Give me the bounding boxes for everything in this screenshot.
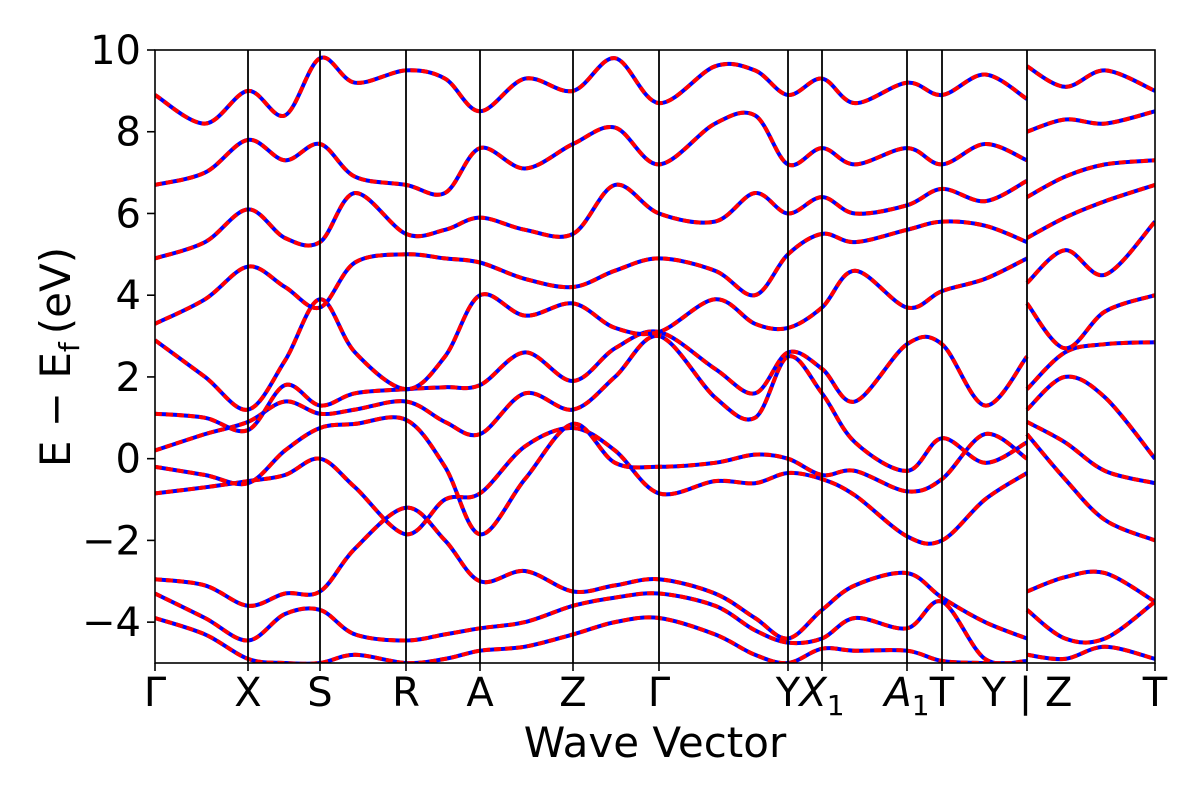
band-line-overlay-4: [155, 256, 1028, 412]
x-tick-label-12: T: [1142, 670, 1168, 716]
x-tick-label-10: T: [929, 670, 955, 716]
band-line-overlay-12: [1026, 569, 1155, 604]
y-axis-ticks: −4 −2 0 2 4 6 8 10: [82, 28, 155, 646]
x-tick-label-7: Y: [775, 670, 801, 716]
y-tick-label: −4: [82, 600, 141, 646]
band-line-overlay-24: [1025, 64, 1155, 93]
band-line-overlay-2: [155, 334, 1028, 473]
plot-area: [155, 50, 1155, 663]
x-tick-label-1: X: [234, 670, 261, 716]
x-tick-label-4: A: [466, 670, 494, 716]
y-axis-title-subscript: f: [53, 341, 86, 352]
band-line-overlay-6: [155, 179, 1028, 261]
y-tick-label: 10: [90, 28, 141, 74]
x-tick-label-5: Z: [559, 670, 586, 716]
y-tick-label: 8: [116, 110, 141, 156]
high-symmetry-lines: [247, 50, 1028, 663]
plot-frame: [154, 49, 1156, 664]
x-tick-label-3: R: [392, 670, 420, 716]
band-line-overlay-3: [155, 329, 1029, 434]
series-layer: [155, 55, 1155, 663]
x-tick-label-8: X1: [797, 670, 844, 722]
band-line-overlay-0: [155, 425, 1029, 546]
band-line-overlay-13: [1025, 600, 1155, 645]
band-line-overlay-10: [155, 591, 1028, 663]
y-axis-title-unit: (eV): [31, 247, 80, 334]
y-tick-label: 0: [116, 437, 141, 483]
band-line-overlay-7: [155, 110, 1028, 197]
y-axis-title-main: E − E: [31, 352, 80, 467]
band-line-overlay-22: [1026, 158, 1155, 199]
band-line-overlay-18: [1025, 340, 1155, 391]
band-line-overlay-14: [1026, 644, 1155, 662]
x-tick-label-2: S: [307, 670, 332, 716]
x-tick-label-9: A1: [881, 670, 929, 722]
band-line-overlay-9: [155, 505, 1028, 641]
y-tick-label: 2: [116, 355, 141, 401]
x-tick-label-11: Y | Z: [981, 670, 1073, 716]
x-axis-title: Wave Vector: [524, 718, 787, 767]
band-line-overlay-21: [1026, 182, 1155, 240]
band-line-overlay-23: [1026, 109, 1155, 134]
band-line-overlay-15: [1025, 432, 1155, 543]
x-tick-label-0: Γ: [144, 670, 167, 716]
y-tick-label: −2: [82, 518, 141, 564]
band-line-overlay-20: [1025, 220, 1155, 285]
band-line-overlay-16: [1026, 420, 1155, 486]
band-line-overlay-17: [1025, 374, 1155, 460]
y-axis-title: E − Ef (eV): [31, 247, 86, 467]
band-line-overlay-19: [1025, 293, 1155, 351]
y-tick-label: 6: [116, 191, 141, 237]
band-line-overlay-5: [155, 219, 1028, 326]
y-tick-label: 4: [116, 273, 141, 319]
band-line-overlay-11: [155, 615, 1027, 663]
band-line-overlay-8: [155, 55, 1029, 126]
band-line-overlay-1: [155, 415, 1029, 537]
x-tick-label-6: Γ: [648, 670, 671, 716]
